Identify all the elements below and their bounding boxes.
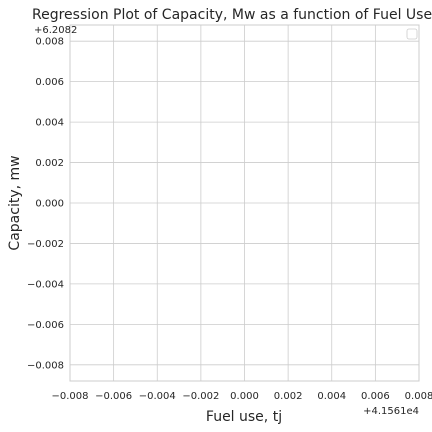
y-tick-label: 0.008: [35, 37, 64, 48]
legend-box: [406, 28, 418, 40]
legend: [406, 28, 418, 40]
y-tick-labels: 0.008 0.006 0.004 0.002 0.000 −0.002 −0.004 −0.…: [27, 37, 64, 372]
y-tick-label: 0.002: [35, 158, 64, 169]
grid-lines: [69, 25, 420, 381]
y-tick-label: −0.008: [27, 360, 64, 371]
y-tick-label: −0.004: [27, 279, 64, 290]
x-tick-label: −0.004: [139, 391, 176, 402]
y-tick-label: −0.006: [27, 320, 64, 331]
x-tick-labels: −0.008 −0.006 −0.004 −0.002 0.000 0.002 0.004 0…: [51, 391, 432, 402]
x-tick-label: 0.000: [230, 391, 259, 402]
x-axis-label: Fuel use, tj: [206, 409, 282, 425]
x-tick-label: −0.008: [51, 391, 88, 402]
y-tick-label: 0.006: [35, 77, 64, 88]
y-offset-text: +6.2082: [34, 25, 77, 36]
x-tick-label: −0.006: [95, 391, 132, 402]
x-tick-label: 0.006: [361, 391, 390, 402]
y-tick-label: 0.004: [35, 118, 64, 129]
chart-title: Regression Plot of Capacity, Mw as a fun…: [32, 7, 432, 23]
x-offset-text: +4.1561e4: [363, 406, 419, 417]
y-tick-label: 0.000: [35, 199, 64, 210]
x-tick-label: 0.008: [405, 391, 432, 402]
x-tick-label: 0.004: [317, 391, 346, 402]
y-axis-label: Capacity, mw: [7, 155, 23, 250]
x-tick-label: −0.002: [182, 391, 219, 402]
plot-frame: [69, 24, 420, 382]
x-tick-label: 0.002: [274, 391, 303, 402]
y-tick-label: −0.002: [27, 239, 64, 250]
